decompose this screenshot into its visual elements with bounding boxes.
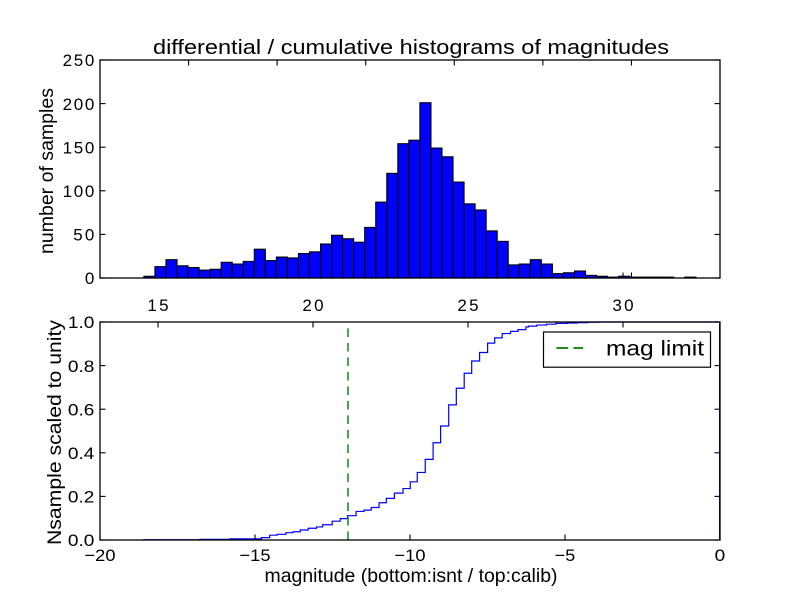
svg-text:0.8: 0.8 — [68, 357, 95, 376]
svg-text:mag limit: mag limit — [606, 337, 704, 360]
svg-text:−20: −20 — [85, 546, 116, 565]
svg-text:100: 100 — [63, 182, 95, 201]
svg-text:magnitude (bottom:isnt / top:c: magnitude (bottom:isnt / top:calib) — [265, 565, 558, 587]
svg-text:−15: −15 — [240, 546, 271, 565]
svg-text:Nsample scaled to unity: Nsample scaled to unity — [44, 320, 66, 545]
svg-text:0: 0 — [715, 546, 726, 565]
svg-text:0.2: 0.2 — [68, 488, 95, 507]
svg-text:0.6: 0.6 — [68, 400, 95, 419]
svg-text:0: 0 — [85, 269, 94, 288]
svg-text:250: 250 — [63, 51, 95, 70]
svg-text:1.0: 1.0 — [68, 313, 95, 332]
svg-text:200: 200 — [63, 95, 95, 114]
svg-text:150: 150 — [63, 138, 95, 157]
svg-text:differential / cumulative hist: differential / cumulative histograms of … — [153, 36, 669, 59]
svg-text:−10: −10 — [395, 546, 426, 565]
svg-text:−5: −5 — [555, 546, 576, 565]
svg-text:0.0: 0.0 — [68, 531, 95, 550]
svg-text:0.4: 0.4 — [68, 444, 95, 463]
svg-text:number of samples: number of samples — [37, 88, 58, 254]
